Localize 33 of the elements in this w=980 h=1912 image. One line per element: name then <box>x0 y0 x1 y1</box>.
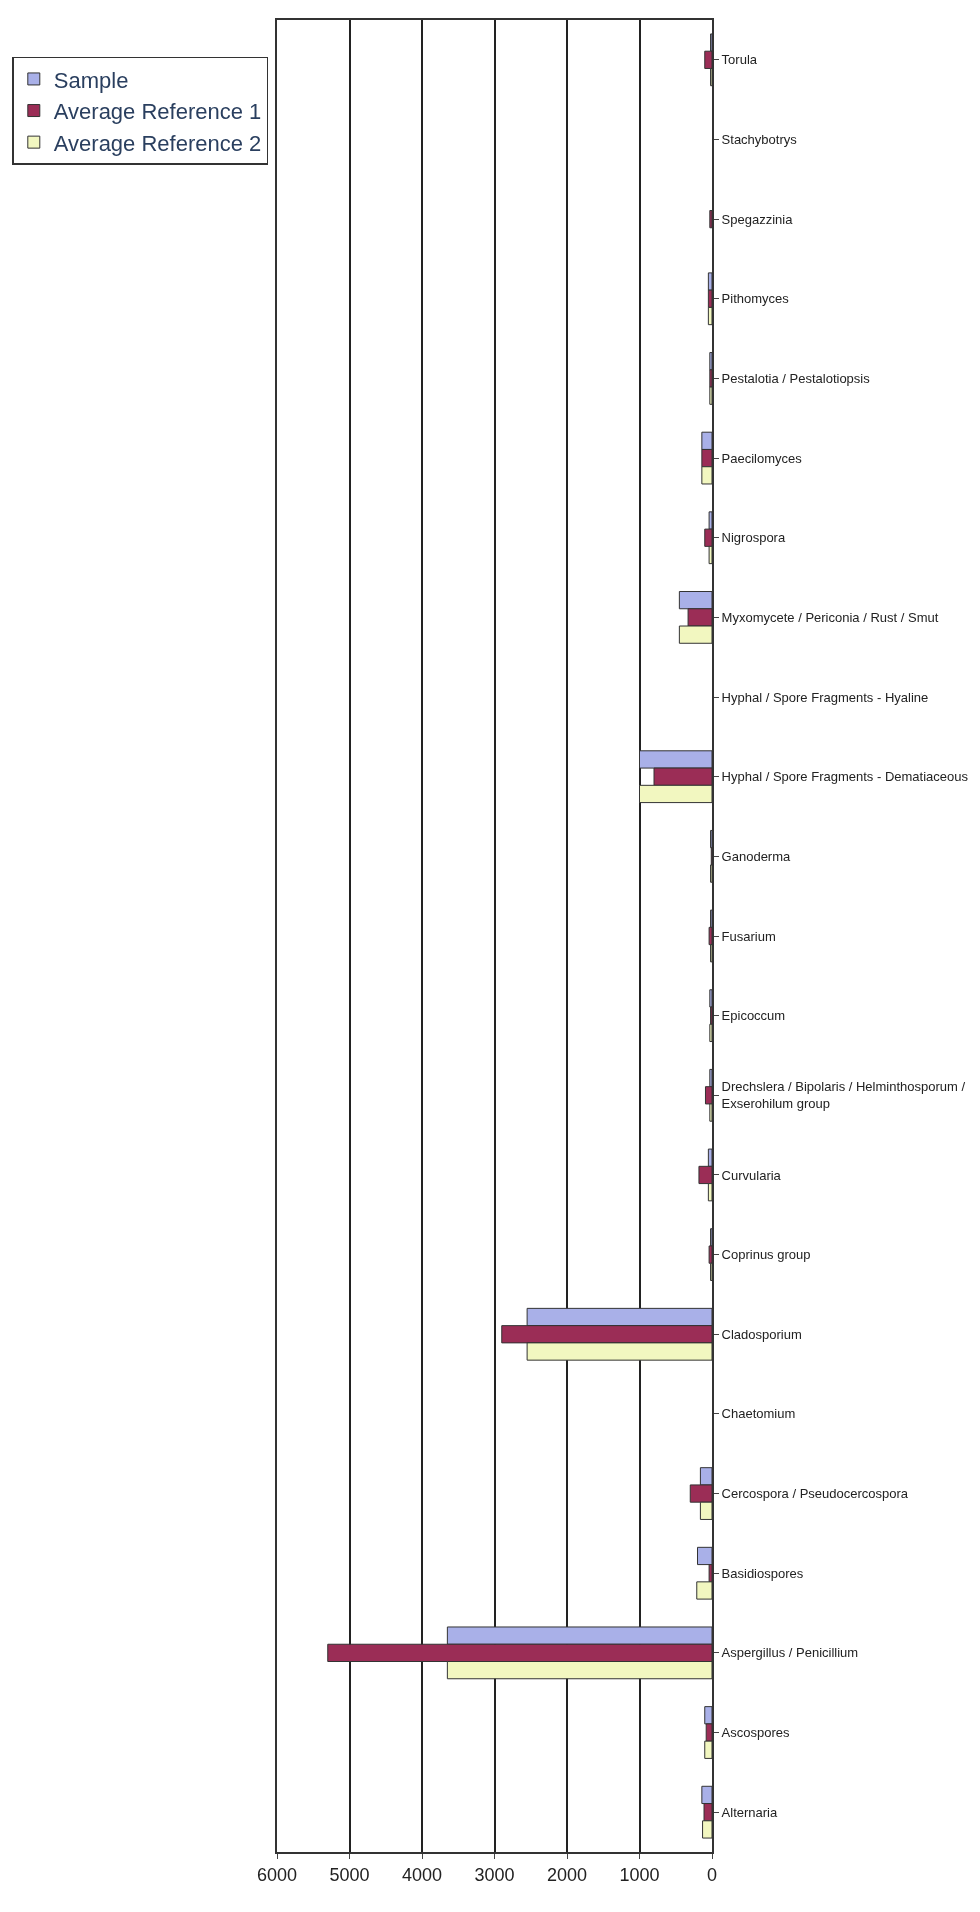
y-tick-label: Ascospores <box>721 1725 791 1741</box>
y-tick-label: Hyphal / Spore Fragments - Hyaline <box>721 689 929 705</box>
y-tick-label: Alternaria <box>721 1804 779 1820</box>
y-tick-label: Hyphal / Spore Fragments - Dematiaceous <box>721 769 969 785</box>
y-tick-label: Spegazzinia <box>721 211 794 227</box>
y-tick-label: Drechslera / Bipolaris / Helminthosporum / Exserohilum group <box>721 1079 966 1112</box>
x-tick-label: 1000 <box>619 1864 660 1885</box>
y-tick-label: Cladosporium <box>721 1326 802 1342</box>
x-tick-label: 0 <box>706 1864 718 1885</box>
y-tick-label: Cercospora / Pseudocercospora <box>721 1486 909 1502</box>
y-tick-label: Ganoderma <box>721 848 792 864</box>
y-tick-label: Basidiospores <box>721 1565 804 1581</box>
y-tick-label: Myxomycete / Periconia / Rust / Smut <box>721 609 939 625</box>
y-tick-label: Epicoccum <box>721 1008 786 1024</box>
x-tick-label: 2000 <box>546 1864 588 1885</box>
y-tick-label: Aspergillus / Penicillium <box>721 1645 859 1661</box>
legend-label: Average Reference 1 <box>53 99 262 125</box>
x-tick-label: 6000 <box>256 1864 298 1885</box>
y-tick-label: Torula <box>721 52 758 68</box>
y-tick-label: Paecilomyces <box>721 450 803 466</box>
y-tick-label: Pestalotia / Pestalotiopsis <box>721 370 871 386</box>
y-tick-label: Stachybotrys <box>721 132 798 148</box>
y-tick-label: Nigrospora <box>721 530 786 546</box>
x-tick-label: 5000 <box>329 1864 370 1885</box>
x-tick-label: 3000 <box>474 1864 515 1885</box>
legend-label: Average Reference 2 <box>53 130 262 156</box>
legend-label: Sample <box>53 67 129 93</box>
y-tick-label: Coprinus group <box>721 1247 811 1263</box>
y-tick-label: Chaetomium <box>721 1406 796 1422</box>
y-tick-label: Curvularia <box>721 1167 782 1183</box>
y-tick-label: Fusarium <box>721 928 776 944</box>
x-tick-label: 4000 <box>401 1864 443 1885</box>
y-tick-label: Pithomyces <box>721 291 790 307</box>
